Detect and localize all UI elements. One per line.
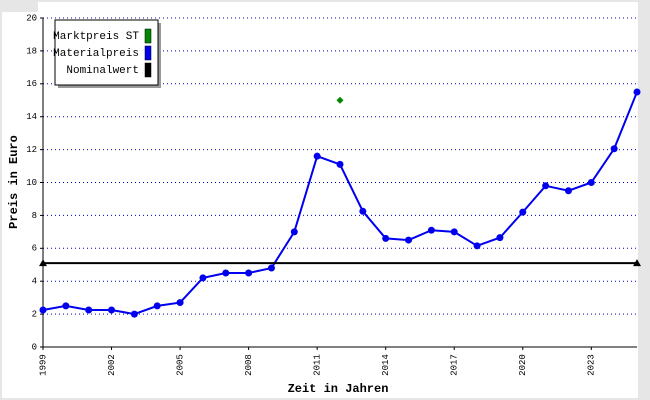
point <box>633 88 641 96</box>
point <box>610 145 618 153</box>
y-axis-title: Preis in Euro <box>7 135 21 229</box>
y-tick-label: 14 <box>26 112 37 122</box>
x-tick-label: 2014 <box>381 354 391 376</box>
point <box>290 228 298 236</box>
y-tick-label: 2 <box>32 309 37 319</box>
legend-label: Nominalwert <box>66 65 139 77</box>
x-tick-label: 2017 <box>450 354 460 376</box>
y-tick-label: 6 <box>32 244 37 254</box>
point <box>473 242 481 250</box>
point <box>427 226 435 234</box>
x-tick-label: 2011 <box>313 354 323 376</box>
point <box>313 152 321 160</box>
point <box>496 234 504 242</box>
point <box>222 269 230 277</box>
point <box>519 208 527 216</box>
point <box>130 310 138 318</box>
legend-swatch <box>144 45 152 61</box>
legend <box>54 19 159 86</box>
point <box>564 187 572 195</box>
point <box>108 306 116 314</box>
point <box>39 306 47 314</box>
point <box>405 236 413 244</box>
y-tick-label: 4 <box>32 277 37 287</box>
point <box>382 234 390 242</box>
point <box>450 228 458 236</box>
point <box>336 160 344 168</box>
legend-swatch <box>144 62 152 78</box>
point <box>39 259 47 267</box>
x-tick-label: 2020 <box>518 354 528 376</box>
point <box>153 302 161 310</box>
y-tick-label: 18 <box>26 46 37 56</box>
panel-corner <box>2 2 38 12</box>
point <box>245 269 253 277</box>
point <box>633 259 641 267</box>
point <box>85 306 93 314</box>
y-tick-label: 12 <box>26 145 37 155</box>
x-tick-label: 2008 <box>244 354 254 376</box>
x-tick-label: 1999 <box>38 354 48 376</box>
point <box>267 264 275 272</box>
y-tick-label: 16 <box>26 79 37 89</box>
y-tick-label: 10 <box>26 178 37 188</box>
point <box>336 96 344 104</box>
point <box>176 299 184 307</box>
point <box>587 179 595 186</box>
point <box>62 302 70 310</box>
y-tick-label: 0 <box>32 342 37 352</box>
x-tick-label: 2023 <box>587 354 597 376</box>
point <box>359 207 367 215</box>
point <box>542 182 550 190</box>
x-tick-label: 2002 <box>107 354 117 376</box>
legend-label: Materialpreis <box>53 48 139 60</box>
x-tick-label: 2005 <box>175 354 185 376</box>
legend-label: Marktpreis ST <box>53 31 139 43</box>
y-tick-label: 20 <box>26 13 37 23</box>
point <box>199 274 207 282</box>
x-axis-title: Zeit in Jahren <box>288 382 389 396</box>
legend-swatch <box>144 28 152 44</box>
y-tick-label: 8 <box>32 211 37 221</box>
